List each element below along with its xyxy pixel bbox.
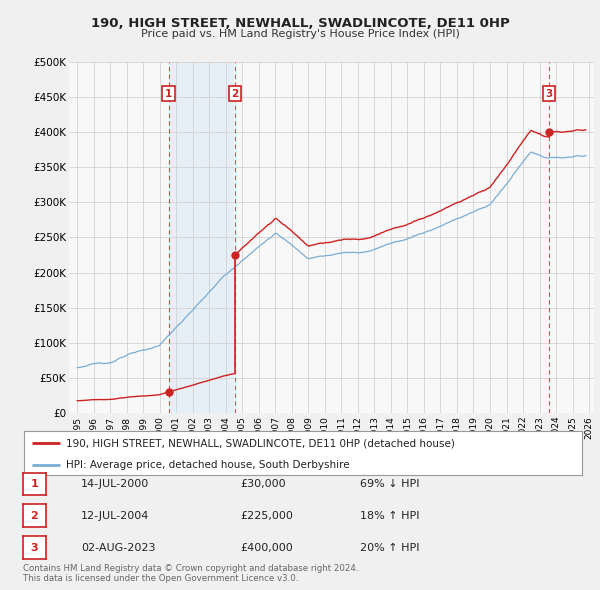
Text: 3: 3: [545, 88, 553, 99]
Text: 18% ↑ HPI: 18% ↑ HPI: [360, 511, 419, 520]
Text: £225,000: £225,000: [240, 511, 293, 520]
Text: 2: 2: [31, 511, 38, 520]
Text: 69% ↓ HPI: 69% ↓ HPI: [360, 479, 419, 489]
Text: 1: 1: [165, 88, 172, 99]
Text: Contains HM Land Registry data © Crown copyright and database right 2024.: Contains HM Land Registry data © Crown c…: [23, 565, 358, 573]
Text: 1: 1: [31, 479, 38, 489]
Text: This data is licensed under the Open Government Licence v3.0.: This data is licensed under the Open Gov…: [23, 574, 298, 583]
Text: 14-JUL-2000: 14-JUL-2000: [81, 479, 149, 489]
Text: HPI: Average price, detached house, South Derbyshire: HPI: Average price, detached house, Sout…: [66, 460, 349, 470]
Text: 20% ↑ HPI: 20% ↑ HPI: [360, 543, 419, 552]
Text: £30,000: £30,000: [240, 479, 286, 489]
Text: 12-JUL-2004: 12-JUL-2004: [81, 511, 149, 520]
Text: 190, HIGH STREET, NEWHALL, SWADLINCOTE, DE11 0HP (detached house): 190, HIGH STREET, NEWHALL, SWADLINCOTE, …: [66, 438, 455, 448]
Text: Price paid vs. HM Land Registry's House Price Index (HPI): Price paid vs. HM Land Registry's House …: [140, 30, 460, 39]
Text: 3: 3: [31, 543, 38, 552]
Text: 02-AUG-2023: 02-AUG-2023: [81, 543, 155, 552]
Text: 2: 2: [231, 88, 238, 99]
Text: £400,000: £400,000: [240, 543, 293, 552]
Text: 190, HIGH STREET, NEWHALL, SWADLINCOTE, DE11 0HP: 190, HIGH STREET, NEWHALL, SWADLINCOTE, …: [91, 17, 509, 30]
